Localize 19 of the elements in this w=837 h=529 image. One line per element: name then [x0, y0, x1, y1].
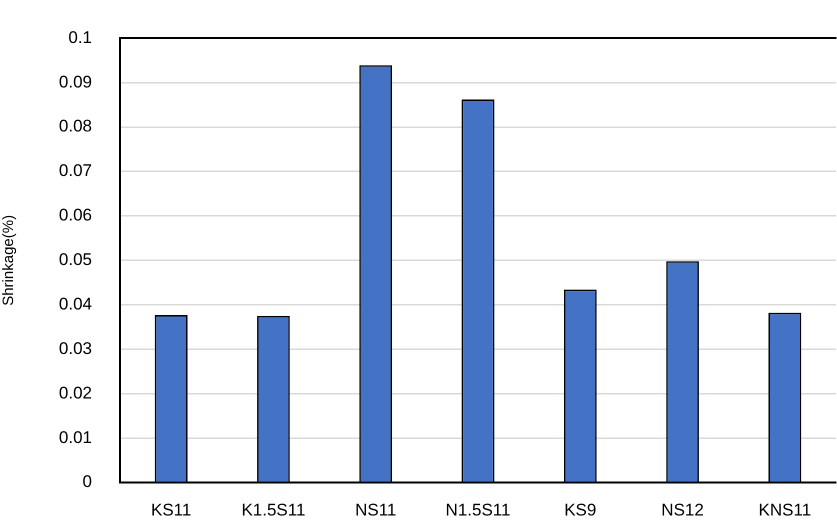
y-tick-label: 0.09	[58, 72, 92, 92]
y-tick-label: 0.06	[58, 206, 92, 225]
y-tick-label: 0.04	[58, 294, 92, 314]
x-tick-label: KS9	[564, 500, 596, 520]
y-tick-label: 0.08	[58, 116, 92, 136]
x-tick-label: NS11	[355, 500, 396, 520]
x-tick-label: N1.5S11	[446, 500, 510, 520]
y-tick-label: 0.03	[58, 338, 92, 358]
x-tick-label: K1.5S11	[241, 500, 306, 520]
y-tick-label: 0.1	[68, 28, 92, 47]
x-tick-label: NS12	[661, 500, 704, 520]
y-tick-label: 0.02	[58, 383, 92, 402]
y-tick-label: 0	[82, 472, 92, 492]
y-tick-label: 0.05	[58, 250, 92, 270]
y-tick-label: 0.07	[58, 161, 92, 180]
y-tick-label: 0.01	[58, 428, 92, 447]
x-tick-label: KS11	[150, 500, 192, 520]
y-axis-title: Shrinkage(%)	[0, 214, 18, 306]
x-tick-label: KNS11	[758, 500, 812, 520]
